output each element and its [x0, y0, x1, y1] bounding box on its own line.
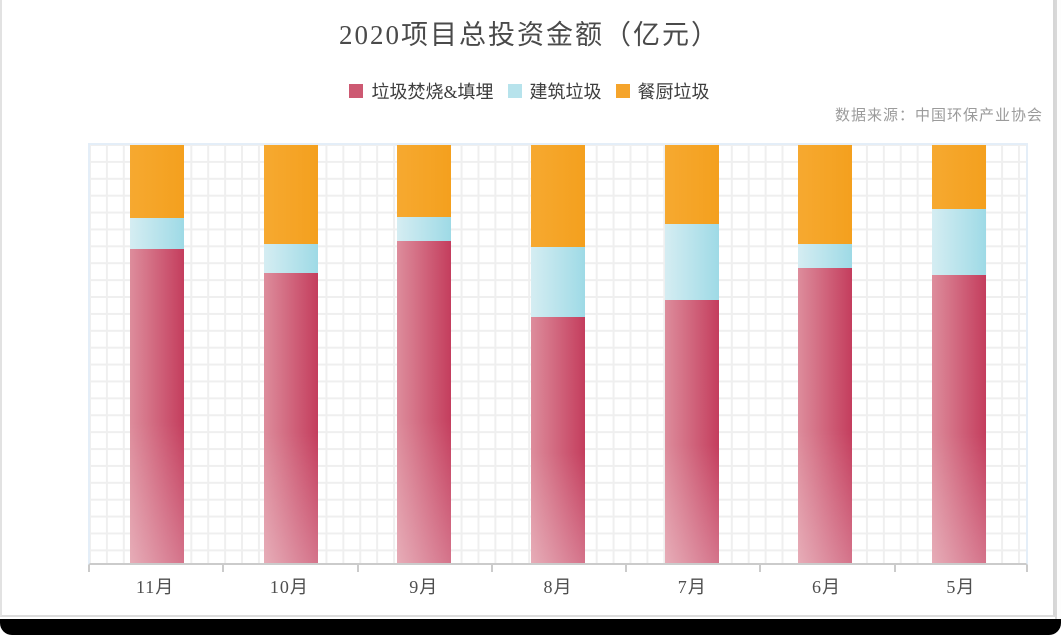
x-axis-labels: 11月 10月 9月 8月 7月 6月 5月 — [88, 573, 1028, 599]
legend: 垃圾焚烧&填埋 建筑垃圾 餐厨垃圾 — [2, 78, 1057, 104]
bar-segment-kitchen-waste[interactable] — [129, 145, 184, 219]
x-axis-tick — [1026, 565, 1028, 572]
bar-slot — [759, 145, 893, 563]
bar-segment-incineration-landfill[interactable] — [932, 274, 987, 563]
legend-swatch-construction-waste — [507, 84, 522, 98]
bar-segment-kitchen-waste[interactable] — [798, 145, 853, 245]
bar-segment-construction-waste[interactable] — [664, 224, 719, 301]
legend-item-incineration-landfill[interactable]: 垃圾焚烧&填埋 — [349, 78, 494, 104]
bar-segment-construction-waste[interactable] — [798, 244, 853, 268]
bar-segment-kitchen-waste[interactable] — [263, 145, 318, 245]
data-source-note: 数据来源：中国环保产业协会 — [834, 108, 1043, 124]
x-axis-label-8月: 8月 — [543, 577, 573, 597]
bar-slot — [892, 145, 1026, 563]
x-axis-label-10月: 10月 — [269, 577, 309, 597]
bar-segment-kitchen-waste[interactable] — [664, 145, 719, 225]
bar-segment-construction-waste[interactable] — [263, 244, 318, 273]
bar-slot — [357, 145, 491, 563]
x-axis-tick — [894, 565, 896, 572]
x-axis-tick — [357, 565, 359, 572]
legend-swatch-kitchen-waste — [615, 84, 630, 98]
x-axis-label-9月: 9月 — [409, 577, 439, 597]
stacked-bar-7月 — [664, 145, 719, 563]
window-right-edge — [1055, 0, 1061, 619]
plot-area — [88, 143, 1028, 565]
legend-label: 垃圾焚烧&填埋 — [371, 82, 494, 102]
bar-segment-incineration-landfill[interactable] — [531, 317, 586, 563]
x-axis-tick — [222, 565, 224, 572]
x-axis-ticks — [88, 565, 1028, 573]
bar-segment-construction-waste[interactable] — [531, 246, 586, 318]
bar-slot — [224, 145, 358, 563]
bar-segment-kitchen-waste[interactable] — [932, 145, 987, 209]
x-axis-label-6月: 6月 — [812, 577, 842, 597]
bar-segment-construction-waste[interactable] — [397, 217, 452, 242]
bar-segment-incineration-landfill[interactable] — [798, 267, 853, 563]
legend-label: 建筑垃圾 — [529, 82, 602, 102]
window-bottom-frame — [0, 619, 1061, 635]
bar-slot — [491, 145, 625, 563]
bar-segment-construction-waste[interactable] — [129, 218, 184, 249]
x-axis-tick — [625, 565, 627, 572]
x-axis-tick — [88, 565, 90, 572]
chart-card: 2020项目总投资金额（亿元） 垃圾焚烧&填埋 建筑垃圾 餐厨垃圾 数据来源：中… — [0, 0, 1055, 617]
bar-segment-incineration-landfill[interactable] — [397, 241, 452, 563]
legend-label: 餐厨垃圾 — [637, 82, 710, 102]
legend-swatch-incineration-landfill — [349, 84, 364, 98]
x-axis-tick — [759, 565, 761, 572]
x-axis-label-7月: 7月 — [677, 577, 707, 597]
bar-slot — [90, 145, 224, 563]
bar-segment-incineration-landfill[interactable] — [129, 248, 184, 563]
bar-segment-incineration-landfill[interactable] — [263, 272, 318, 563]
stacked-bar-9月 — [397, 145, 452, 563]
bar-slot — [625, 145, 759, 563]
stacked-bar-8月 — [531, 145, 586, 563]
bar-segment-construction-waste[interactable] — [932, 208, 987, 275]
bars-container — [90, 145, 1026, 563]
legend-item-construction-waste[interactable]: 建筑垃圾 — [507, 78, 602, 104]
chart-title: 2020项目总投资金额（亿元） — [339, 20, 720, 50]
stacked-bar-10月 — [263, 145, 318, 563]
x-axis-label-11月: 11月 — [135, 577, 175, 597]
x-axis-label-5月: 5月 — [946, 577, 976, 597]
bar-segment-incineration-landfill[interactable] — [664, 300, 719, 563]
bar-segment-kitchen-waste[interactable] — [397, 145, 452, 218]
stacked-bar-6月 — [798, 145, 853, 563]
stacked-bar-5月 — [932, 145, 987, 563]
legend-item-kitchen-waste[interactable]: 餐厨垃圾 — [615, 78, 710, 104]
bar-segment-kitchen-waste[interactable] — [531, 145, 586, 247]
x-axis-tick — [491, 565, 493, 572]
stacked-bar-11月 — [129, 145, 184, 563]
